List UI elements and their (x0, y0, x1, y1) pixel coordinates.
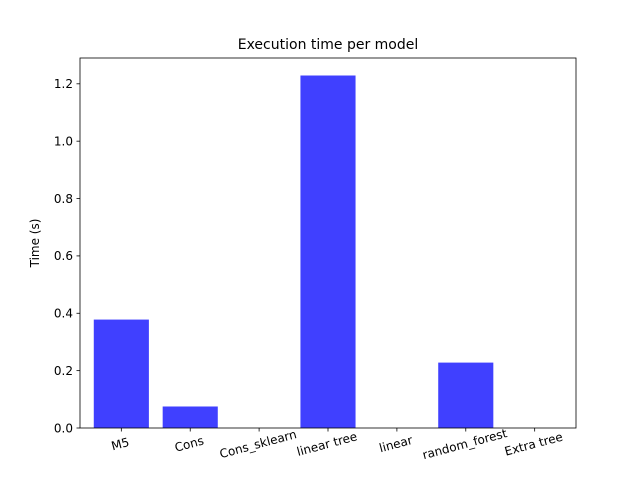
y-tick-label: 0.8 (54, 192, 73, 206)
y-tick-label: 0.0 (54, 421, 73, 435)
x-tick-label: Cons (173, 434, 205, 455)
plot-frame (79, 57, 577, 429)
y-tick-label: 0.6 (54, 249, 73, 263)
bar-cons (162, 406, 218, 428)
bar-random-forest (438, 362, 494, 428)
x-tick-label: Extra tree (503, 430, 564, 459)
x-tick-label: linear tree (295, 429, 358, 459)
y-axis-label: Time (s) (28, 219, 42, 269)
y-tick-label: 0.4 (54, 307, 73, 321)
x-tick-label: linear (378, 433, 414, 455)
bars-group (93, 75, 494, 428)
y-tick-label: 1.2 (54, 77, 73, 91)
y-tick-label: 0.2 (54, 364, 73, 378)
bar-linear-tree (300, 75, 356, 428)
chart-title: Execution time per model (238, 37, 419, 53)
y-axis-ticks: 0.0 0.2 0.4 0.6 0.8 1.0 1.2 (54, 77, 80, 435)
x-tick-label: M5 (110, 435, 131, 453)
y-tick-label: 1.0 (54, 134, 73, 148)
x-tick-label: random_forest (421, 426, 509, 462)
bar-m5 (93, 319, 149, 428)
x-tick-label: Cons_sklearn (218, 427, 298, 461)
